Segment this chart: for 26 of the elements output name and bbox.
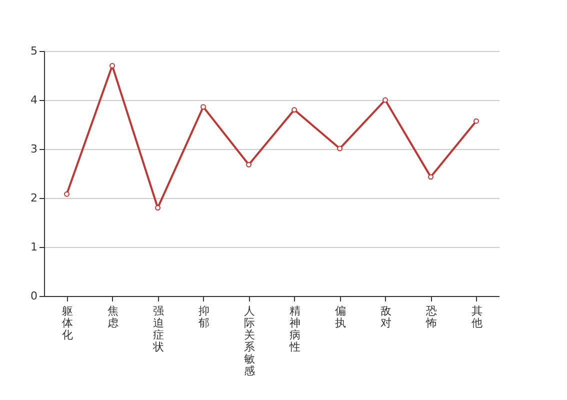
x-tick-label: 人际关系敏感 <box>244 304 255 378</box>
x-tick-label: 精神病性 <box>288 304 300 354</box>
x-tick-label: 敌对 <box>380 304 392 330</box>
point <box>428 174 434 180</box>
y-tick-label: 3 <box>30 142 38 156</box>
x-tick-label: 其他 <box>471 304 482 330</box>
x-tick-label: 偏执 <box>334 304 346 330</box>
point <box>246 162 252 168</box>
point <box>337 146 342 152</box>
point <box>200 104 206 110</box>
point <box>64 191 70 197</box>
y-tick-label: 5 <box>30 44 38 58</box>
point <box>382 97 388 103</box>
x-tick-label: 焦虑 <box>107 304 118 330</box>
point <box>155 205 160 211</box>
point <box>474 118 479 124</box>
y-tick-label: 2 <box>30 192 38 204</box>
point <box>292 107 297 113</box>
y-tick-label: 0 <box>30 290 38 302</box>
point <box>110 62 115 68</box>
x-tick-label: 抑郁 <box>198 304 210 330</box>
x-tick-label: 强迫症状 <box>152 304 164 354</box>
y-tick-label: 1 <box>30 240 38 254</box>
y-tick-label: 4 <box>30 94 38 106</box>
x-tick-label: 恐怖 <box>424 304 437 330</box>
x-tick-label: 躯体化 <box>62 304 73 342</box>
